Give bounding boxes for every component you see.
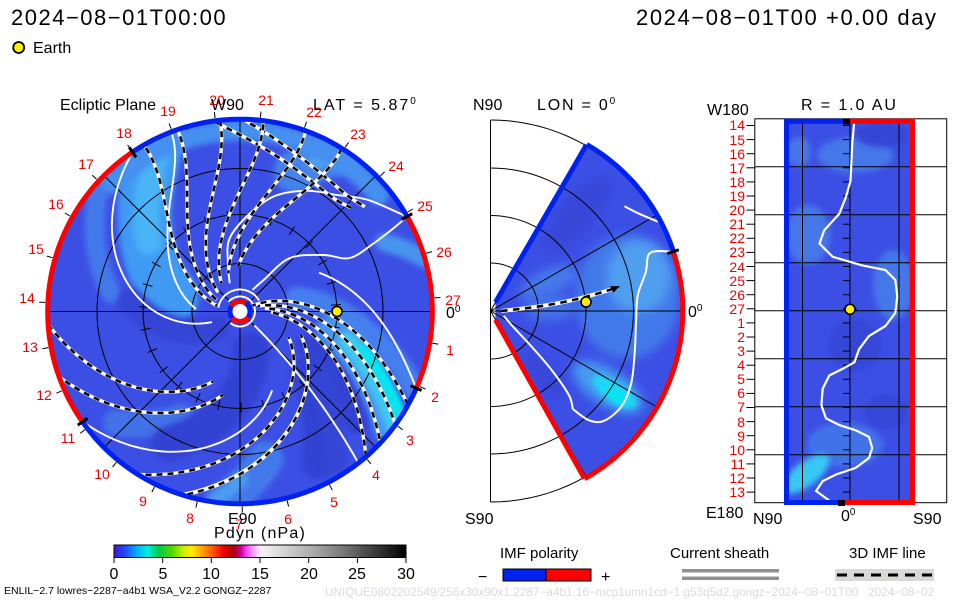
svg-text:25: 25 bbox=[417, 198, 433, 214]
svg-text:17: 17 bbox=[78, 156, 94, 172]
svg-text:4: 4 bbox=[737, 357, 745, 373]
svg-text:8: 8 bbox=[186, 510, 194, 526]
svg-text:23: 23 bbox=[350, 126, 366, 142]
svg-text:13: 13 bbox=[22, 339, 38, 355]
svg-text:W90: W90 bbox=[211, 97, 244, 114]
svg-text:E90: E90 bbox=[228, 511, 257, 528]
svg-text:16: 16 bbox=[729, 146, 745, 162]
svg-text:10: 10 bbox=[94, 466, 110, 482]
svg-text:Earth: Earth bbox=[33, 40, 71, 57]
svg-text:Pdyn (nPa): Pdyn (nPa) bbox=[214, 525, 306, 542]
svg-text:9: 9 bbox=[737, 428, 745, 444]
svg-text:21: 21 bbox=[729, 216, 745, 232]
svg-text:26: 26 bbox=[436, 244, 452, 260]
svg-text:+: + bbox=[601, 569, 610, 586]
svg-text:5: 5 bbox=[159, 566, 168, 583]
svg-text:11: 11 bbox=[61, 430, 76, 446]
svg-text:17: 17 bbox=[729, 160, 745, 176]
svg-text:1: 1 bbox=[446, 342, 454, 358]
svg-text:13: 13 bbox=[729, 484, 745, 500]
svg-text:R = 1.0 AU: R = 1.0 AU bbox=[801, 97, 898, 114]
svg-text:18: 18 bbox=[729, 174, 745, 190]
svg-text:Ecliptic Plane: Ecliptic Plane bbox=[60, 97, 156, 114]
svg-text:24: 24 bbox=[388, 158, 404, 174]
svg-text:20: 20 bbox=[729, 202, 745, 218]
svg-text:6: 6 bbox=[737, 385, 745, 401]
svg-text:15: 15 bbox=[729, 132, 745, 148]
svg-text:10: 10 bbox=[729, 442, 745, 458]
svg-text:3: 3 bbox=[737, 343, 745, 359]
svg-text:1: 1 bbox=[737, 315, 745, 331]
svg-text:IMF polarity: IMF polarity bbox=[500, 545, 579, 562]
svg-text:LON = 00: LON = 00 bbox=[537, 96, 617, 114]
svg-text:15: 15 bbox=[251, 566, 269, 583]
svg-text:12: 12 bbox=[36, 387, 52, 403]
svg-text:−: − bbox=[478, 569, 487, 586]
svg-text:UNIQUE0802202549/256x30x90x1.2: UNIQUE0802202549/256x30x90x1.2287−a4b1.1… bbox=[325, 585, 934, 599]
svg-text:8: 8 bbox=[737, 414, 745, 430]
svg-text:2024−08−01T00 +0.00 day: 2024−08−01T00 +0.00 day bbox=[636, 5, 938, 30]
svg-text:7: 7 bbox=[737, 399, 745, 415]
svg-text:3D IMF line: 3D IMF line bbox=[849, 545, 926, 562]
svg-text:18: 18 bbox=[116, 125, 132, 141]
svg-text:N90: N90 bbox=[473, 97, 502, 114]
svg-text:15: 15 bbox=[28, 241, 44, 257]
svg-text:25: 25 bbox=[348, 566, 366, 583]
svg-text:19: 19 bbox=[729, 188, 745, 204]
svg-text:22: 22 bbox=[306, 104, 322, 120]
svg-text:Current sheath: Current sheath bbox=[670, 545, 769, 562]
svg-text:E180: E180 bbox=[706, 505, 743, 522]
svg-text:20: 20 bbox=[209, 92, 225, 108]
svg-text:5: 5 bbox=[330, 494, 338, 510]
svg-text:0: 0 bbox=[110, 566, 119, 583]
svg-text:14: 14 bbox=[729, 117, 745, 133]
svg-text:4: 4 bbox=[372, 467, 380, 483]
svg-text:30: 30 bbox=[397, 566, 415, 583]
svg-text:S90: S90 bbox=[913, 511, 942, 528]
svg-text:7: 7 bbox=[235, 516, 243, 532]
svg-text:25: 25 bbox=[729, 273, 745, 289]
svg-text:W180: W180 bbox=[707, 102, 749, 119]
svg-text:22: 22 bbox=[729, 230, 745, 246]
svg-text:2: 2 bbox=[431, 389, 439, 405]
svg-text:N90: N90 bbox=[753, 511, 782, 528]
svg-text:5: 5 bbox=[737, 371, 745, 387]
svg-text:20: 20 bbox=[300, 566, 318, 583]
svg-text:12: 12 bbox=[729, 470, 745, 486]
svg-text:11: 11 bbox=[730, 456, 745, 472]
svg-text:9: 9 bbox=[139, 493, 147, 509]
svg-text:S90: S90 bbox=[465, 511, 494, 528]
svg-text:2024−08−01T00:00: 2024−08−01T00:00 bbox=[11, 5, 227, 30]
svg-text:6: 6 bbox=[284, 511, 292, 527]
svg-text:27: 27 bbox=[445, 292, 461, 308]
svg-text:14: 14 bbox=[19, 290, 35, 306]
svg-text:21: 21 bbox=[258, 92, 274, 108]
svg-text:23: 23 bbox=[729, 244, 745, 260]
svg-text:10: 10 bbox=[202, 566, 220, 583]
svg-text:24: 24 bbox=[729, 259, 745, 275]
svg-text:2: 2 bbox=[737, 329, 745, 345]
svg-text:16: 16 bbox=[48, 196, 64, 212]
svg-text:3: 3 bbox=[406, 432, 414, 448]
svg-text:27: 27 bbox=[729, 301, 745, 317]
svg-text:LAT = 5.870: LAT = 5.870 bbox=[313, 96, 418, 114]
svg-text:ENLIL−2.7 lowres−2287−a4b1 WSA: ENLIL−2.7 lowres−2287−a4b1 WSA_V2.2 GONG… bbox=[4, 585, 271, 597]
svg-text:19: 19 bbox=[160, 103, 176, 119]
svg-text:26: 26 bbox=[729, 287, 745, 303]
